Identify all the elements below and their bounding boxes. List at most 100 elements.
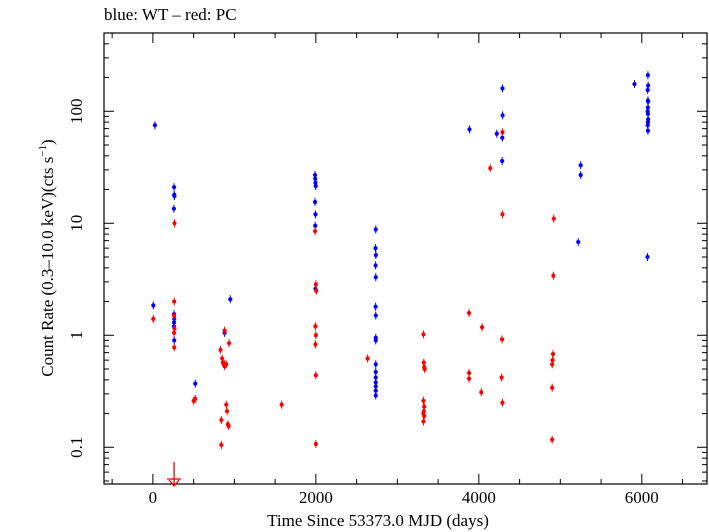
data-point: [645, 123, 650, 128]
data-point: [466, 310, 472, 316]
data-point: [578, 163, 583, 168]
data-point: [422, 366, 427, 372]
y-tick-label: 0.1: [67, 437, 86, 458]
y-tick-label: 100: [67, 99, 86, 125]
data-point: [500, 135, 505, 140]
x-tick-label: 0: [149, 488, 158, 507]
x-tick-label: 2000: [299, 488, 333, 507]
data-point: [172, 326, 177, 331]
data-point: [219, 442, 224, 448]
data-point: [500, 113, 505, 118]
data-point: [313, 333, 318, 338]
data-point: [373, 338, 378, 343]
data-point: [488, 166, 493, 171]
y-tick-label: 1: [67, 331, 86, 340]
data-point: [373, 362, 378, 367]
upper-limit-arrow: [167, 462, 182, 488]
data-point: [576, 239, 581, 245]
data-point: [578, 172, 583, 178]
data-point: [500, 158, 505, 164]
plot-frame: [103, 32, 708, 485]
data-point: [373, 388, 378, 393]
data-point: [500, 212, 505, 217]
data-point: [500, 400, 505, 405]
data-point: [466, 376, 472, 381]
data-point: [645, 254, 650, 260]
data-point: [373, 252, 378, 258]
data-point: [479, 325, 485, 330]
data-point: [228, 297, 233, 302]
data-point: [500, 86, 505, 91]
data-point: [422, 404, 427, 409]
chart-title: blue: WT – red: PC: [104, 5, 237, 24]
data-point: [313, 223, 318, 228]
data-point: [500, 130, 505, 135]
data-point: [172, 338, 177, 343]
data-point: [646, 83, 651, 88]
data-point: [226, 341, 232, 346]
data-point: [171, 185, 177, 190]
data-point: [373, 393, 378, 398]
data-point: [219, 417, 224, 423]
data-point: [373, 227, 378, 232]
y-axis-label: Count Rate (0.3–10.0 keV)(cts s−1): [37, 139, 57, 376]
data-point: [646, 99, 651, 104]
data-point: [373, 263, 378, 268]
data-point: [312, 199, 318, 205]
data-point: [550, 358, 555, 363]
data-point: [313, 373, 318, 378]
data-point: [422, 413, 427, 419]
data-point: [373, 246, 378, 251]
data-points: [151, 71, 651, 488]
data-point: [373, 369, 378, 375]
data-point: [550, 362, 555, 367]
series-pc: [151, 128, 556, 449]
data-point: [222, 362, 227, 367]
data-point: [313, 441, 318, 447]
data-point: [172, 193, 177, 199]
data-point: [191, 398, 196, 403]
series-wt: [151, 71, 651, 400]
data-point: [373, 313, 378, 318]
x-axis: 0 2000 4000 6000: [111, 33, 684, 507]
data-point: [373, 275, 378, 280]
x-axis-label: Time Since 53373.0 MJD (days): [267, 511, 489, 530]
y-axis-label-sup: −1: [37, 145, 49, 157]
data-point: [373, 380, 378, 385]
data-point: [151, 316, 156, 322]
data-point: [193, 381, 198, 386]
data-point: [313, 324, 318, 329]
y-axis-label-suffix: ): [38, 139, 57, 145]
data-point: [151, 303, 156, 308]
data-point: [421, 332, 426, 337]
data-point: [645, 73, 651, 78]
data-point: [467, 127, 472, 132]
data-point: [550, 351, 556, 357]
data-point: [373, 304, 378, 309]
data-point: [365, 356, 370, 361]
data-point: [479, 390, 484, 395]
data-point: [172, 299, 177, 304]
data-point: [313, 183, 318, 189]
data-point: [172, 221, 177, 226]
y-tick-label: 10: [67, 215, 86, 232]
data-point: [220, 356, 225, 361]
data-point: [550, 437, 555, 442]
data-point: [224, 402, 229, 407]
data-point: [645, 87, 650, 93]
x-tick-label: 6000: [625, 488, 659, 507]
data-point: [313, 176, 318, 181]
data-point: [218, 347, 223, 353]
data-point: [499, 337, 505, 342]
x-tick-label: 4000: [462, 488, 496, 507]
data-point: [314, 288, 319, 293]
data-point: [313, 342, 318, 347]
data-point: [172, 345, 177, 350]
data-point: [499, 375, 504, 380]
data-point: [313, 282, 318, 287]
data-point: [645, 111, 651, 116]
data-point: [222, 328, 227, 333]
data-point: [632, 81, 637, 87]
data-point: [171, 330, 177, 336]
